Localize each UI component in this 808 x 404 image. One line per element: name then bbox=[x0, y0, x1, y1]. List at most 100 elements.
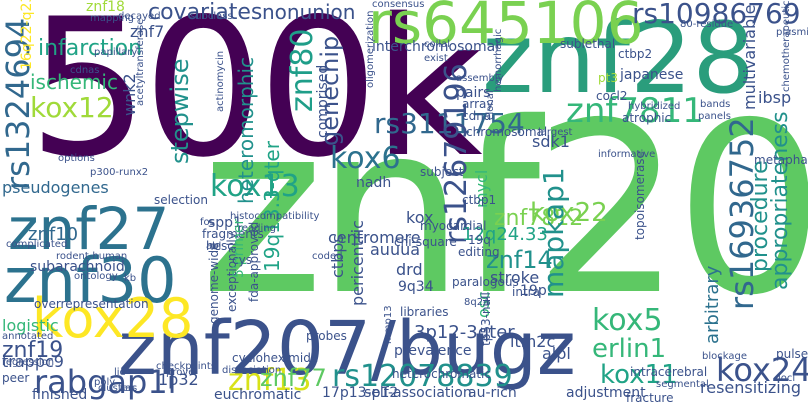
word: prove bbox=[166, 367, 195, 378]
word: comprised bbox=[315, 64, 331, 138]
word: japanese bbox=[620, 67, 684, 83]
word: coded bbox=[312, 251, 343, 262]
word: znf80 bbox=[285, 28, 320, 113]
word: 80-residue bbox=[680, 19, 734, 30]
word: heteromorphic bbox=[234, 56, 258, 204]
word: 19q13.3-qter bbox=[260, 141, 284, 272]
word: p300-runx2 bbox=[90, 167, 149, 178]
word: subarachnoid bbox=[30, 259, 125, 275]
word: regression bbox=[2, 357, 55, 368]
word: largest bbox=[538, 127, 573, 138]
word: rs3111754 bbox=[374, 107, 525, 140]
word: chemotherapeutics bbox=[781, 0, 792, 92]
word: appropriateness bbox=[768, 111, 793, 290]
word: kox6 bbox=[330, 141, 401, 176]
word: 8q24 bbox=[464, 297, 490, 308]
word: panels bbox=[698, 111, 731, 122]
word: mapping bbox=[90, 13, 135, 24]
word: oligomerization bbox=[365, 10, 376, 88]
word: 500k bbox=[28, 0, 483, 199]
word: covariates bbox=[148, 0, 263, 25]
word: stroke bbox=[490, 268, 540, 287]
word: segmental bbox=[656, 379, 709, 390]
word: mmp13 bbox=[383, 305, 394, 344]
word: nonunion bbox=[262, 0, 356, 24]
word: stepwise bbox=[166, 58, 194, 164]
word: au-rich bbox=[468, 385, 517, 401]
word: znf7812 bbox=[494, 206, 584, 231]
word: collal bbox=[424, 39, 451, 50]
word: procedure bbox=[748, 160, 773, 272]
word: 16q22-q23 bbox=[19, 0, 35, 70]
word: peer bbox=[2, 371, 30, 385]
word: subclass bbox=[190, 11, 233, 22]
word: znf14 bbox=[486, 246, 553, 274]
word: rs12078839 bbox=[332, 359, 513, 394]
word: znf18 bbox=[86, 0, 125, 15]
word: znf30 bbox=[4, 244, 177, 317]
word: fragments bbox=[202, 227, 264, 241]
word: chromosomal bbox=[466, 125, 548, 139]
word: ontology bbox=[74, 271, 118, 282]
word: interchromosomal bbox=[372, 39, 500, 55]
word: cdnas bbox=[70, 65, 100, 76]
word: chi-square bbox=[394, 235, 457, 249]
word: plasmid bbox=[776, 27, 808, 38]
word: array bbox=[462, 97, 494, 111]
word: kox24 bbox=[716, 351, 808, 389]
word: actinomycin bbox=[215, 50, 226, 112]
word: selection bbox=[154, 193, 208, 207]
word: pulsed bbox=[776, 347, 808, 361]
word: blockage bbox=[702, 351, 747, 362]
word: libraries bbox=[400, 305, 449, 319]
word: pt3 bbox=[598, 71, 618, 85]
word: hybridized bbox=[628, 101, 681, 112]
word: znf7811 bbox=[566, 91, 704, 131]
word: metaphase bbox=[754, 153, 808, 167]
word: multivariable bbox=[740, 4, 759, 110]
word: hemorrhagic bbox=[493, 28, 504, 92]
word: editing bbox=[458, 245, 500, 259]
word: kox28 bbox=[32, 287, 194, 350]
word: atrophic bbox=[622, 111, 672, 125]
word: genome-wide bbox=[207, 242, 221, 325]
word: decayed bbox=[118, 11, 161, 22]
word: checkpoints bbox=[156, 361, 216, 372]
word: kox11 bbox=[600, 360, 678, 390]
word: alpl bbox=[542, 344, 571, 363]
word: lie bbox=[114, 367, 126, 378]
word: euchromatic bbox=[214, 387, 302, 403]
word: znf19 bbox=[2, 338, 64, 363]
word: histocompatibility bbox=[230, 211, 320, 222]
word: nadh bbox=[356, 175, 392, 191]
word: rs645106 bbox=[368, 0, 644, 57]
word: znf7 bbox=[130, 22, 165, 41]
word: clusters bbox=[98, 383, 138, 394]
word: informative bbox=[598, 149, 656, 160]
word: kb bbox=[124, 273, 137, 284]
word: hesc bbox=[206, 239, 234, 253]
word: 19q bbox=[468, 233, 491, 247]
word: sac bbox=[120, 383, 137, 394]
word: ctbp2 bbox=[618, 47, 653, 61]
word: znf28 bbox=[482, 2, 755, 116]
word: itm2c bbox=[510, 332, 556, 351]
word: znf10 bbox=[28, 224, 79, 245]
word: exist bbox=[424, 53, 448, 64]
word: assembly bbox=[456, 73, 504, 84]
word: znf20 bbox=[200, 72, 808, 347]
word: znf27 bbox=[8, 195, 170, 263]
word: sublethal bbox=[560, 37, 616, 51]
word: erlin1 bbox=[592, 334, 667, 364]
word: 12q24.33 bbox=[462, 224, 548, 245]
word: cocl2 bbox=[596, 89, 628, 103]
word: ischemic bbox=[30, 70, 118, 94]
word: reading bbox=[238, 223, 276, 234]
word: kox12 bbox=[30, 91, 114, 124]
word: fracture bbox=[626, 391, 674, 404]
word: drd bbox=[396, 260, 423, 279]
word: heterochromatic bbox=[392, 367, 491, 381]
word: ctbp1 bbox=[462, 193, 497, 207]
word: intra bbox=[512, 285, 540, 299]
word: options bbox=[58, 153, 95, 164]
